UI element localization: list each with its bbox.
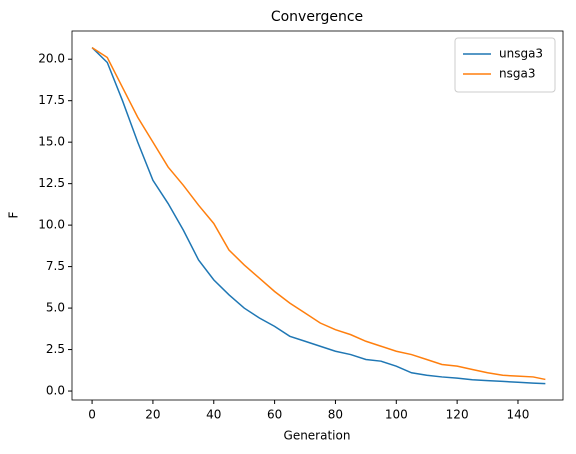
x-tick-label: 100	[385, 408, 408, 422]
y-tick-label: 15.0	[38, 135, 65, 149]
x-tick-label: 120	[446, 408, 469, 422]
y-tick-label: 7.5	[46, 259, 65, 273]
x-tick-label: 20	[145, 408, 160, 422]
series-line	[91, 46, 546, 381]
x-tick-label: 140	[507, 408, 530, 422]
x-tick-label: 60	[267, 408, 282, 422]
y-tick-label: 17.5	[38, 93, 65, 107]
y-axis-label: F	[7, 211, 21, 218]
x-tick-label: 80	[328, 408, 343, 422]
x-tick-label: 40	[206, 408, 221, 422]
chart-title: Convergence	[271, 9, 363, 25]
y-tick-label: 20.0	[38, 52, 65, 66]
y-tick-label: 2.5	[46, 342, 65, 356]
x-axis-label: Generation	[284, 429, 351, 443]
y-tick-label: 10.0	[38, 218, 65, 232]
y-tick-label: 0.0	[46, 384, 65, 398]
y-tick-label: 12.5	[38, 176, 65, 190]
y-tick-label: 5.0	[46, 301, 65, 315]
legend-box	[454, 37, 556, 93]
legend-label: nsga3	[499, 67, 535, 81]
x-tick-label: 0	[88, 408, 96, 422]
series-line	[91, 47, 546, 385]
plot-frame	[71, 30, 564, 401]
legend-label: unsga3	[499, 47, 543, 61]
